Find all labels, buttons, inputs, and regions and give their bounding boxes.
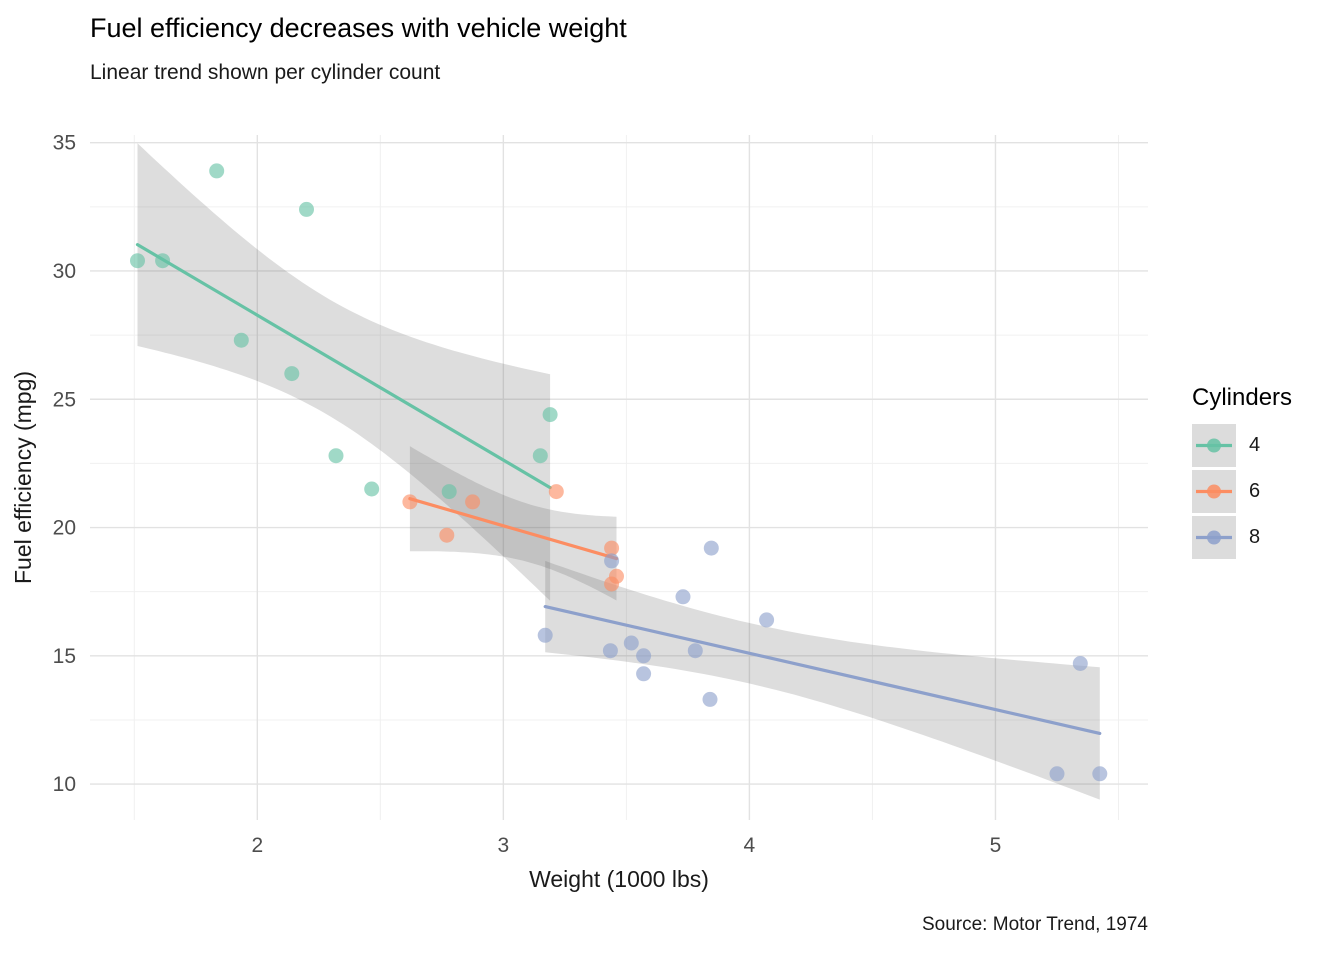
trend-line-8 <box>543 604 1102 735</box>
data-point <box>299 201 314 217</box>
legend-label: 8 <box>1249 526 1261 548</box>
data-point <box>636 666 652 682</box>
data-point <box>465 494 481 510</box>
x-axis-title: Weight (1000 lbs) <box>529 866 709 892</box>
y-axis-title: Fuel efficiency (mpg) <box>10 370 37 585</box>
gridlines-minor <box>90 135 1148 820</box>
data-point <box>759 612 775 628</box>
data-point <box>675 589 691 605</box>
legend-key-icon <box>1192 470 1236 513</box>
data-point <box>328 448 344 464</box>
gridlines-major <box>90 135 1148 820</box>
data-point <box>703 540 719 556</box>
y-tick-label: 30 <box>53 260 76 283</box>
data-point <box>604 553 620 569</box>
x-tick-label: 2 <box>251 834 263 857</box>
data-point <box>548 484 564 500</box>
x-tick-label: 4 <box>744 834 756 857</box>
y-tick-label: 35 <box>53 132 76 155</box>
data-point <box>542 407 558 423</box>
data-point <box>402 494 418 510</box>
data-point <box>233 332 249 348</box>
y-tick-label: 20 <box>53 517 76 540</box>
confidence-band-6 <box>409 446 617 601</box>
data-point <box>155 253 171 269</box>
legend-item-4: 4 <box>1192 424 1292 467</box>
legend-key-icon <box>1192 516 1236 559</box>
data-points <box>130 163 1108 782</box>
legend: Cylinders 4 6 8 <box>1192 384 1292 562</box>
data-point <box>1072 656 1088 671</box>
legend-label: 6 <box>1249 480 1261 502</box>
data-point <box>537 627 553 643</box>
trend-line-4 <box>135 243 552 490</box>
data-point <box>687 643 703 659</box>
chart-subtitle: Linear trend shown per cylinder count <box>90 61 441 84</box>
data-point <box>636 648 652 664</box>
confidence-band-8 <box>545 560 1100 800</box>
data-point <box>532 448 548 464</box>
trend-lines <box>135 243 1102 735</box>
data-point <box>604 576 620 592</box>
legend-items: 4 6 8 <box>1192 424 1292 559</box>
data-point <box>702 691 718 707</box>
data-point <box>1092 766 1108 782</box>
y-tick-label: 10 <box>53 773 76 796</box>
data-point <box>209 163 225 179</box>
legend-item-8: 8 <box>1192 516 1292 559</box>
data-point <box>602 643 618 659</box>
x-tick-label: 3 <box>498 834 510 857</box>
legend-label: 4 <box>1249 434 1261 456</box>
y-tick-label: 25 <box>53 388 76 411</box>
y-tick-label: 15 <box>53 645 76 668</box>
axis-tick-labels: 2 3 4 5 10 15 20 25 30 35 <box>53 132 1002 857</box>
data-point <box>623 635 639 651</box>
source-caption: Source: Motor Trend, 1974 <box>921 914 1148 935</box>
legend-item-6: 6 <box>1192 470 1292 513</box>
trend-line-6 <box>408 497 619 561</box>
chart-title: Fuel efficiency decreases with vehicle w… <box>90 13 627 43</box>
data-point <box>284 366 300 382</box>
data-point <box>1049 766 1065 782</box>
x-tick-label: 5 <box>990 834 1002 857</box>
legend-key-icon <box>1192 424 1236 467</box>
data-point <box>604 540 620 556</box>
data-point <box>439 527 455 543</box>
data-point <box>364 481 380 497</box>
data-point <box>441 484 457 500</box>
data-point <box>130 253 145 269</box>
legend-title: Cylinders <box>1192 384 1293 411</box>
y-axis-title-wrap: Fuel efficiency (mpg) <box>2 135 46 820</box>
